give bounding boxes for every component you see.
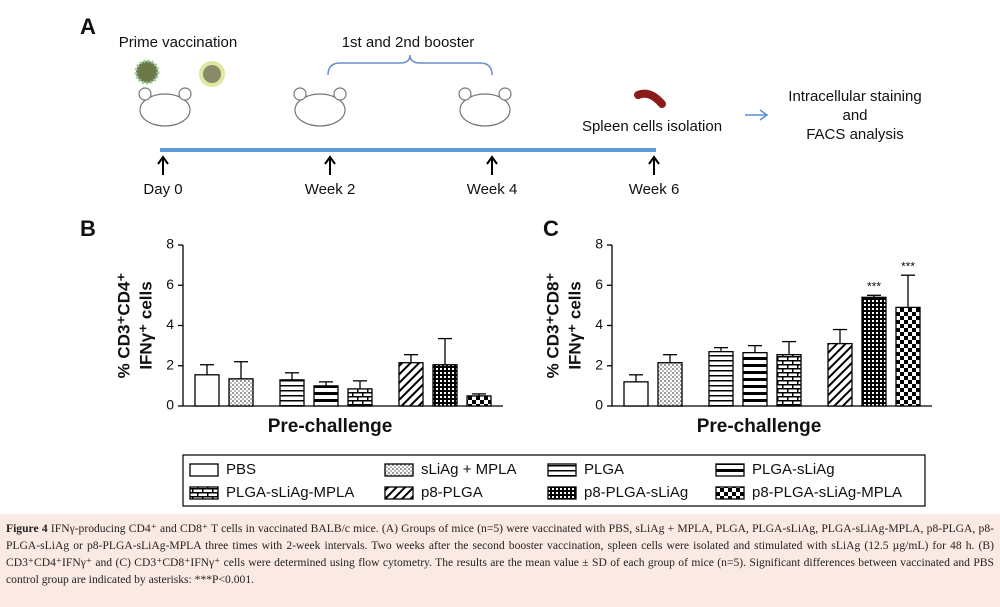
y-tick-label: 4	[595, 316, 603, 332]
bar	[466, 395, 492, 407]
bar	[194, 374, 220, 407]
legend-label: PLGA	[584, 461, 624, 478]
legend-label: PLGA-sLiAg	[752, 461, 835, 478]
legend-box	[182, 454, 926, 507]
y-tick-label: 8	[595, 236, 603, 252]
spleen	[634, 89, 666, 108]
bar	[279, 379, 305, 407]
bar	[657, 362, 683, 407]
legend-label: sLiAg + MPLA	[421, 461, 516, 478]
bar	[776, 354, 802, 407]
analysis-label: and	[842, 107, 867, 124]
y-tick-label: 0	[595, 397, 603, 413]
legend-swatch	[547, 463, 577, 477]
caption-label: Figure 4	[6, 522, 48, 535]
label: Prime vaccination	[119, 34, 237, 51]
arrow	[324, 155, 336, 165]
bar	[827, 342, 853, 407]
mice	[138, 87, 512, 127]
annotation: ***	[867, 279, 881, 293]
analysis-label: Intracellular staining	[788, 88, 921, 105]
annotation: ***	[901, 259, 915, 273]
panel-a: A Prime vaccination 1st and 2nd booster …	[80, 14, 769, 152]
bar	[623, 381, 649, 407]
legend-swatch	[384, 486, 414, 500]
panel-letter: C	[543, 216, 559, 241]
bar	[861, 296, 887, 407]
bar	[742, 352, 768, 407]
timepoint-label: Day 0	[143, 181, 182, 198]
panel-letter: A	[80, 14, 96, 39]
x-axis-label: Pre-challenge	[268, 416, 393, 437]
y-axis-label: % CD3⁺CD4⁺	[114, 273, 133, 379]
arrow	[648, 155, 660, 165]
arrow	[759, 109, 769, 121]
legend-swatch	[547, 486, 577, 500]
legend-swatch	[715, 486, 745, 500]
brace	[327, 54, 493, 76]
panel-letter: B	[80, 216, 96, 241]
y-axis-label: % CD3⁺CD8⁺	[543, 273, 562, 379]
bar	[432, 364, 458, 407]
timepoint-label: Week 2	[305, 181, 356, 198]
y-axis-label: IFNγ⁺ cells	[136, 281, 155, 369]
y-tick-label: 8	[166, 236, 174, 252]
y-tick-label: 2	[166, 356, 174, 372]
bar	[398, 362, 424, 407]
legend-label: PLGA-sLiAg-MPLA	[226, 484, 354, 501]
y-tick-label: 6	[166, 276, 174, 292]
y-tick-label: 6	[595, 276, 603, 292]
y-tick-label: 4	[166, 316, 174, 332]
label: Spleen cells isolation	[582, 118, 722, 135]
bar	[347, 388, 373, 407]
legend-label: p8-PLGA-sLiAg	[584, 484, 688, 501]
arrow	[486, 155, 498, 165]
y-axis-label: IFNγ⁺ cells	[565, 281, 584, 369]
arrow	[157, 155, 169, 165]
y-tick-label: 0	[166, 397, 174, 413]
timepoint-label: Week 6	[629, 181, 680, 198]
analysis-label: FACS analysis	[806, 126, 904, 143]
caption: Figure 4 IFNγ-producing CD4⁺ and CD8⁺ T …	[0, 514, 1000, 607]
x-axis-label: Pre-challenge	[697, 416, 822, 437]
label: 1st and 2nd booster	[342, 34, 475, 51]
bar	[708, 351, 734, 407]
legend-swatch	[189, 486, 219, 500]
bar	[895, 306, 921, 407]
legend-swatch	[384, 463, 414, 477]
legend-label: p8-PLGA-sLiAg-MPLA	[752, 484, 902, 501]
legend-label: p8-PLGA	[421, 484, 483, 501]
legend-swatch	[189, 463, 219, 477]
y-tick-label: 2	[595, 356, 603, 372]
icon	[199, 61, 225, 87]
timepoint-label: Week 4	[467, 181, 518, 198]
bar	[228, 378, 254, 407]
bar	[313, 385, 339, 407]
legend-label: PBS	[226, 461, 256, 478]
caption-text: IFNγ-producing CD4⁺ and CD8⁺ T cells in …	[6, 522, 994, 586]
legend-swatch	[715, 463, 745, 477]
figure: A Prime vaccination 1st and 2nd booster …	[80, 14, 932, 507]
icon	[134, 59, 160, 85]
